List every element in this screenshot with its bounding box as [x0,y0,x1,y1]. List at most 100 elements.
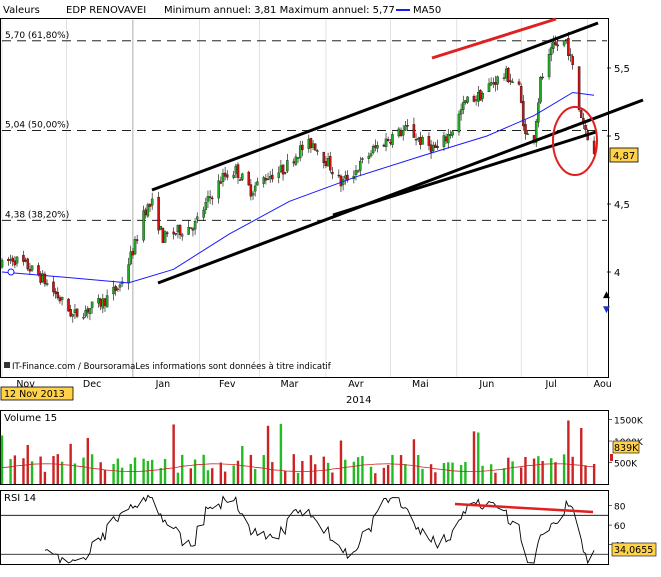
candle-body [52,281,55,293]
candle-body [187,227,190,235]
trend-channel-line [332,130,597,217]
rsi-axis-tick-label: 60 [614,522,626,532]
volume-bar [571,456,574,484]
candle-body [165,232,169,235]
month-label: Jul [544,379,556,390]
candle-body [86,308,90,313]
candle-body [206,196,210,202]
candle-body [359,160,362,171]
volume-bar [0,435,4,484]
last-price-label: 4,87 [613,151,635,162]
volume-last-label: 839K [614,443,639,454]
candle-body [268,176,272,179]
volume-bar [266,425,270,484]
volume-bar [369,466,373,484]
volume-bar [82,457,85,484]
price-axis-tick-label: 5,5 [614,64,630,75]
volume-bar [429,464,433,484]
candle-body [41,273,45,283]
candle-body [584,125,587,131]
trend-channel-line [157,98,644,285]
volume-bar [60,461,64,484]
candle-body [159,226,163,230]
candle-body [271,174,274,180]
volume-bar [292,454,295,484]
volume-bar [447,462,450,484]
volume-bar [241,445,244,484]
volume-bar [176,472,180,484]
volume-bar [232,465,235,484]
candle-body [202,209,205,218]
candle-body [547,54,551,78]
candle-body [99,299,102,307]
candle-body [462,102,465,110]
candle-body [431,145,435,151]
header-label: Valeurs [3,5,40,16]
volume-bar [159,467,162,484]
candle-body [494,82,497,85]
candle-body [376,145,379,149]
candle-body [429,144,433,153]
candle-body [414,139,418,141]
candle-body [174,233,178,235]
volume-bar [421,468,424,484]
candle-body [307,139,311,149]
rsi-label: RSI 14 [4,493,36,504]
candle-body [208,196,212,198]
volume-last-badge [612,440,640,454]
month-label: Jun [478,379,494,390]
candle-body [176,225,180,233]
candle-body [101,298,105,309]
candle-body [75,308,79,317]
candle-body [442,135,446,147]
volume-bar [519,467,523,484]
candle-body [399,130,403,136]
date-badge [0,386,74,401]
volume-bar [434,472,437,484]
volume-bar [382,467,386,484]
candle-body [90,301,94,308]
candle-body [496,76,499,85]
volume-axis-tick-label: 500K [614,460,638,470]
volume-bar [524,456,527,484]
volume-bar [339,440,343,484]
candle-body [504,68,508,79]
candle-body [564,39,568,41]
volume-bar [253,468,257,484]
stock-name: EDP RENOVAVEI [66,5,146,16]
volume-bar [374,473,377,484]
scroll-down-arrow-icon[interactable]: ▼ [603,305,610,315]
candle-body [234,165,238,174]
scroll-up-arrow-icon[interactable]: ▲ [603,290,610,300]
volume-average-line [1,463,595,472]
volume-bar [326,462,330,484]
volume-bar [442,463,446,484]
volume-bar [219,462,223,484]
candle-body [313,143,317,151]
candle-body [391,134,394,145]
candle-body [356,170,360,173]
candle-body [556,44,559,47]
candle-body [481,93,484,99]
volume-bar [554,462,557,484]
candle-body [294,156,298,165]
candle-body [180,234,184,237]
candle-body [324,161,328,167]
volume-bar [541,460,544,484]
volume-bar [146,460,150,484]
candle-body [191,228,195,231]
candle-body [412,124,416,138]
candle-body [133,239,137,255]
candle-body [264,178,268,181]
fib-level-label: 4,38 (38,20%) [5,210,69,220]
candle-body [28,269,32,272]
date-badge-text: 12 Nov 2013 [4,389,65,400]
volume-bar [532,458,536,484]
candle-body [135,239,139,241]
volume-bar [69,443,72,484]
candle-body [277,172,281,178]
candle-body [217,180,220,199]
candle-body [256,181,259,186]
candle-body [502,77,506,79]
